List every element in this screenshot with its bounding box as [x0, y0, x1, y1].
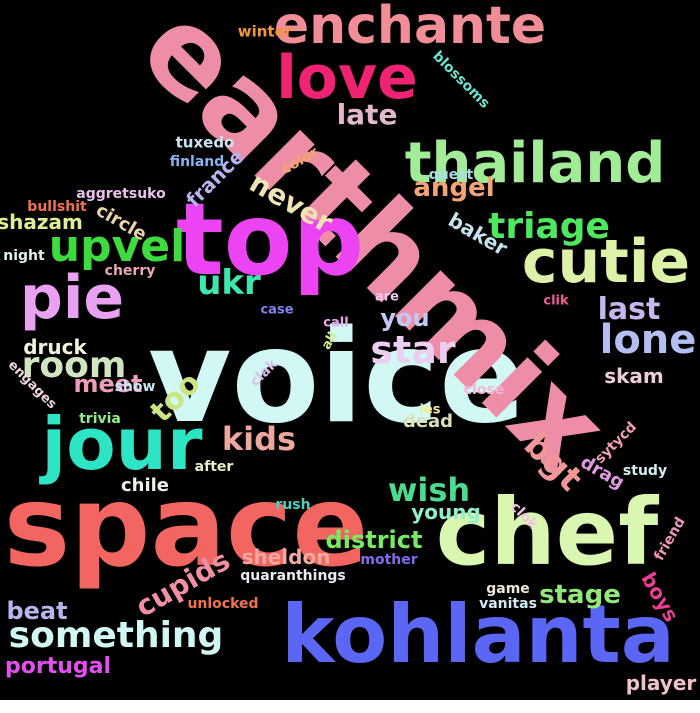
word-case: case [260, 302, 294, 318]
word-upvel: upvel [48, 221, 186, 272]
word-vanitas: vanitas [479, 596, 537, 612]
word-ukr: ukr [197, 263, 261, 303]
word-player: player [625, 671, 697, 695]
word-clik: clik [543, 293, 569, 309]
word-district: district [325, 526, 423, 554]
word-portugal: portugal [4, 654, 112, 679]
word-quaranthings: quaranthings [240, 568, 346, 584]
word-enchante: enchante [273, 0, 547, 56]
word-sheldon: sheldon [241, 545, 331, 569]
word-jour: jour [41, 402, 203, 486]
word-rush: rush [275, 497, 311, 513]
word-pie: pie [19, 263, 125, 333]
word-star: star [370, 328, 456, 372]
word-meet: meet [73, 370, 143, 398]
word-shazam: shazam [0, 210, 83, 234]
word-something: something [8, 615, 224, 656]
word-voice: voice [148, 303, 526, 452]
word-game: game [486, 581, 530, 597]
word-night: night [3, 248, 45, 264]
word-tuxedo: tuxedo [175, 133, 235, 152]
word-are: are [374, 289, 400, 305]
word-lone: lone [599, 317, 697, 363]
word-top: top [175, 181, 365, 298]
word-stage: stage [539, 580, 621, 610]
word-winter: winter [237, 22, 293, 41]
word-cherry: cherry [104, 263, 156, 279]
word-blossoms: blossoms [429, 48, 493, 112]
word-dead: dead [402, 411, 454, 432]
word-beat: beat [6, 597, 68, 625]
word-aggretsuko: aggretsuko [76, 186, 166, 202]
word-thailand: thailand [404, 131, 666, 196]
word-unlocked: unlocked [187, 596, 259, 612]
word-young: young [411, 500, 481, 524]
word-last: last [597, 292, 661, 327]
word-room: room [21, 345, 127, 386]
word-quest: quest [428, 167, 474, 183]
word-kids: kids [221, 420, 297, 458]
word-love: love [276, 43, 418, 113]
word-wish: wish [387, 471, 471, 509]
word-late: late [336, 98, 398, 131]
word-trivia: trivia [79, 411, 121, 427]
word-bullshit: bullshit [27, 199, 87, 215]
word-finland: finland [169, 154, 225, 170]
word-close: close [463, 382, 505, 398]
word-kohlanta: kohlanta [281, 588, 675, 681]
word-you: you [380, 304, 430, 332]
word-study: study [622, 463, 668, 479]
word-show: show [114, 379, 156, 395]
word-mother: mother [360, 552, 418, 568]
word-space: space [3, 462, 369, 592]
word-angel: angel [413, 173, 495, 203]
word-chile: chile [120, 475, 170, 496]
word-cutie: cutie [521, 227, 691, 297]
word-chef: chef [435, 479, 659, 586]
word-skam: skam [604, 364, 664, 388]
word-les: les [419, 402, 441, 418]
word-call: call [323, 315, 349, 331]
word-after: after [194, 459, 234, 475]
word-triage: triage [488, 206, 610, 247]
word-druck: druck [23, 335, 87, 359]
